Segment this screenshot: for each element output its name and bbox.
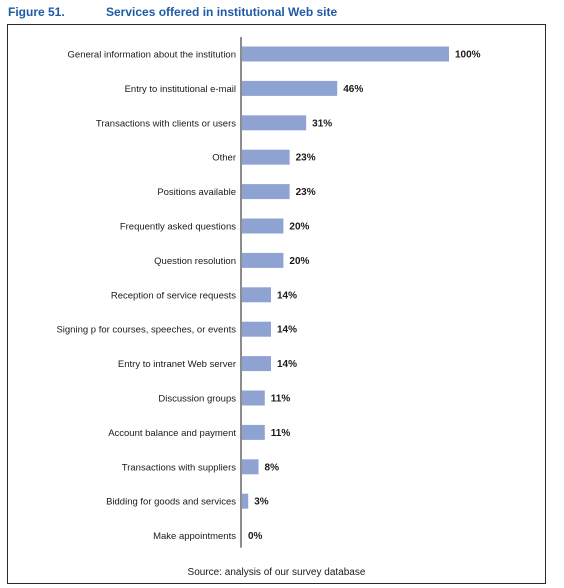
data-label: 100% (455, 50, 481, 61)
bar (242, 218, 284, 234)
category-label: General information about the institutio… (68, 50, 236, 61)
bar (242, 459, 259, 475)
bar (242, 46, 449, 62)
category-label: Discussion groups (158, 394, 236, 405)
source-note: Source: analysis of our survey database (187, 567, 366, 578)
bar (242, 149, 290, 165)
bar (242, 184, 290, 200)
data-label: 23% (296, 153, 316, 164)
data-label: 11% (271, 394, 291, 405)
category-label: Other (212, 153, 236, 164)
bar (242, 287, 271, 303)
figure-heading: Figure 51. Services offered in instituti… (8, 2, 558, 22)
bar (242, 321, 271, 337)
bar (242, 356, 271, 372)
data-label: 14% (277, 359, 297, 370)
category-label: Make appointments (153, 531, 236, 542)
category-label: Frequently asked questions (120, 222, 236, 233)
data-label: 31% (312, 118, 332, 129)
data-label: 23% (296, 187, 316, 198)
category-label: Signing p for courses, speeches, or even… (56, 325, 236, 336)
data-label: 20% (289, 256, 309, 267)
data-label: 14% (277, 325, 297, 336)
category-label: Entry to intranet Web server (118, 359, 236, 370)
bar (242, 390, 265, 406)
category-label: Bidding for goods and services (106, 497, 236, 508)
category-label: Positions available (157, 187, 236, 198)
category-label: Entry to institutional e-mail (125, 84, 236, 95)
category-label: Transactions with clients or users (96, 118, 236, 129)
bar (242, 493, 249, 509)
data-label: 11% (271, 428, 291, 439)
bar (242, 115, 307, 131)
bar-chart: General information about the institutio… (56, 37, 481, 548)
data-label: 3% (254, 497, 269, 508)
bar (242, 80, 338, 96)
data-label: 14% (277, 290, 297, 301)
figure-number: Figure 51. (8, 5, 65, 19)
category-label: Transactions with suppliers (122, 462, 236, 473)
chart-title: Services offered in institutional Web si… (106, 5, 338, 19)
bar (242, 252, 284, 268)
chart-frame: General information about the institutio… (7, 24, 546, 584)
bar (242, 424, 265, 440)
category-label: Account balance and payment (108, 428, 236, 439)
data-label: 8% (265, 462, 280, 473)
data-label: 20% (289, 222, 309, 233)
data-label: 0% (248, 531, 263, 542)
category-label: Reception of service requests (111, 290, 236, 301)
data-label: 46% (343, 84, 363, 95)
category-label: Question resolution (154, 256, 236, 267)
